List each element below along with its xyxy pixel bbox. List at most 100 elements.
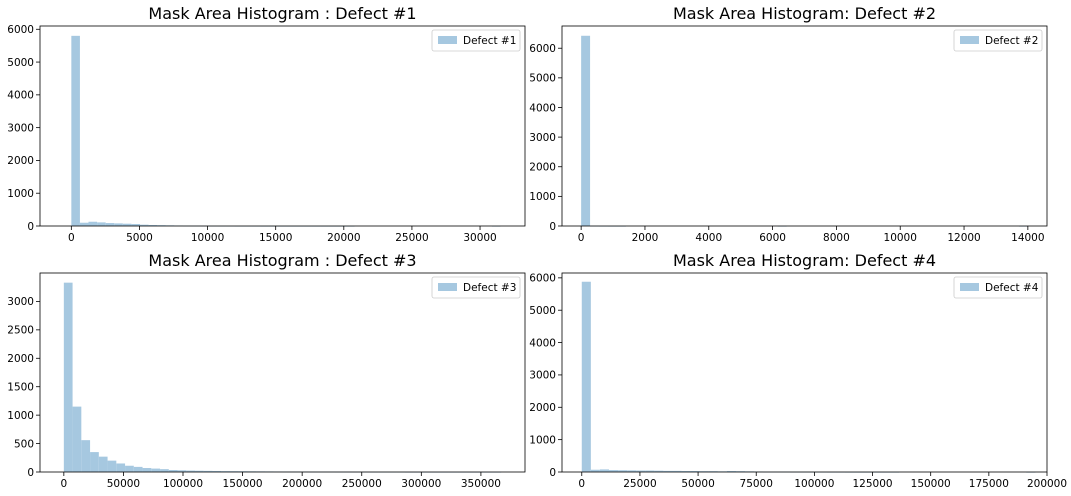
defect-2-histogram: Mask Area Histogram: Defect #2 0 2000 4000 6… xyxy=(529,4,1048,244)
histogram-bar xyxy=(186,470,196,472)
bars xyxy=(581,35,1028,227)
x-tick-label: 25000 xyxy=(623,478,656,490)
histogram-bar xyxy=(681,471,691,472)
legend-box xyxy=(953,276,1043,299)
x-tick-label: 6000 xyxy=(759,232,786,244)
histogram-bar xyxy=(151,468,161,472)
axes-frame xyxy=(39,272,526,473)
histogram-bar xyxy=(79,222,89,226)
legend: Defect #3 xyxy=(431,276,521,299)
x-tick-label: 150000 xyxy=(911,478,951,490)
legend-swatch xyxy=(960,36,979,44)
histogram-bar xyxy=(105,223,115,226)
defect-3-histogram: Mask Area Histogram : Defect #3 0 50000 100… xyxy=(7,251,526,490)
histogram-bar xyxy=(107,460,117,472)
histogram-bar xyxy=(63,282,73,472)
y-tick-label: 1000 xyxy=(529,191,556,203)
legend-swatch xyxy=(438,283,457,291)
histogram-bar xyxy=(581,35,591,227)
histogram-bar xyxy=(608,470,619,472)
legend-label: Defect #4 xyxy=(985,282,1039,294)
defect-1-histogram: Mask Area Histogram : Defect #1 0 5000 1000… xyxy=(7,4,526,244)
legend: Defect #1 xyxy=(431,29,521,52)
y-tick-label: 2000 xyxy=(529,402,556,414)
histogram-bar xyxy=(81,440,91,472)
histogram-bar xyxy=(168,470,178,472)
x-tick-label: 15000 xyxy=(259,232,292,244)
histogram-bar xyxy=(133,466,143,472)
histogram-bar xyxy=(672,470,682,472)
histogram-bar xyxy=(599,469,609,472)
histogram-bar xyxy=(72,406,82,472)
histogram-bar xyxy=(590,469,600,472)
x-tick-label: 50000 xyxy=(681,478,714,490)
histogram-bar xyxy=(125,465,134,472)
bars xyxy=(71,35,501,227)
x-tick-label: 125000 xyxy=(852,478,892,490)
histogram-bar xyxy=(735,471,746,472)
x-tick-label: 30000 xyxy=(463,232,496,244)
x-tick-label: 8000 xyxy=(823,232,850,244)
x-tick-label: 0 xyxy=(578,478,585,490)
x-tick-label: 12000 xyxy=(947,232,980,244)
chart-title: Mask Area Histogram: Defect #4 xyxy=(673,251,936,270)
x-tick-label: 250000 xyxy=(342,478,382,490)
x-tick-label: 200000 xyxy=(282,478,322,490)
x-tick-label: 100000 xyxy=(794,478,834,490)
x-tick-label: 5000 xyxy=(126,232,153,244)
histogram-bar xyxy=(116,463,126,472)
x-tick-label: 2000 xyxy=(632,232,659,244)
histogram-bar xyxy=(690,471,700,472)
bars xyxy=(63,282,502,473)
histogram-bar xyxy=(88,221,98,226)
x-tick-label: 175000 xyxy=(969,478,1009,490)
histogram-bar xyxy=(177,470,187,472)
histogram-bar xyxy=(627,470,637,472)
y-tick-label: 3000 xyxy=(529,370,556,382)
histogram-bar xyxy=(645,470,655,472)
histogram-bar xyxy=(157,225,166,226)
x-tick-label: 25000 xyxy=(395,232,428,244)
chart-title: Mask Area Histogram : Defect #1 xyxy=(148,4,416,23)
y-tick-label: 2000 xyxy=(7,353,34,365)
legend-box xyxy=(431,276,521,299)
y-tick-label: 0 xyxy=(27,467,34,479)
axes-frame xyxy=(39,25,526,227)
legend: Defect #4 xyxy=(953,276,1043,299)
y-tick-label: 2500 xyxy=(7,325,34,337)
x-tick-label: 10000 xyxy=(884,232,917,244)
histogram-bar xyxy=(195,470,204,472)
x-tick-label: 75000 xyxy=(740,478,773,490)
y-tick-label: 4000 xyxy=(7,90,34,102)
legend-swatch xyxy=(438,36,457,44)
y-tick-label: 4000 xyxy=(529,337,556,349)
histogram-bar xyxy=(636,470,646,472)
x-tick-label: 0 xyxy=(60,478,67,490)
y-tick-label: 3000 xyxy=(7,296,34,308)
bars xyxy=(581,281,1036,473)
x-tick-label: 350000 xyxy=(461,478,501,490)
histogram-bar xyxy=(148,225,158,226)
histogram-bar xyxy=(663,470,673,472)
chart-title: Mask Area Histogram : Defect #3 xyxy=(148,251,416,270)
x-tick-label: 14000 xyxy=(1011,232,1044,244)
histogram-bar xyxy=(203,470,213,472)
y-tick-label: 2000 xyxy=(529,162,556,174)
y-tick-label: 3000 xyxy=(7,122,34,134)
y-tick-label: 5000 xyxy=(529,73,556,85)
histogram-bar xyxy=(726,471,736,472)
histogram-bar xyxy=(131,224,140,226)
y-tick-label: 4000 xyxy=(529,102,556,114)
histogram-bar xyxy=(71,35,80,227)
legend-box xyxy=(431,29,521,52)
y-tick-label: 6000 xyxy=(7,24,34,36)
x-tick-label: 150000 xyxy=(223,478,263,490)
y-tick-label: 500 xyxy=(14,438,34,450)
histogram-bar xyxy=(114,223,123,226)
legend-label: Defect #1 xyxy=(463,35,516,47)
chart-title: Mask Area Histogram: Defect #2 xyxy=(673,4,936,23)
histogram-bar xyxy=(160,469,169,472)
x-tick-label: 4000 xyxy=(695,232,722,244)
y-tick-label: 0 xyxy=(27,221,34,233)
y-tick-label: 0 xyxy=(549,221,556,233)
